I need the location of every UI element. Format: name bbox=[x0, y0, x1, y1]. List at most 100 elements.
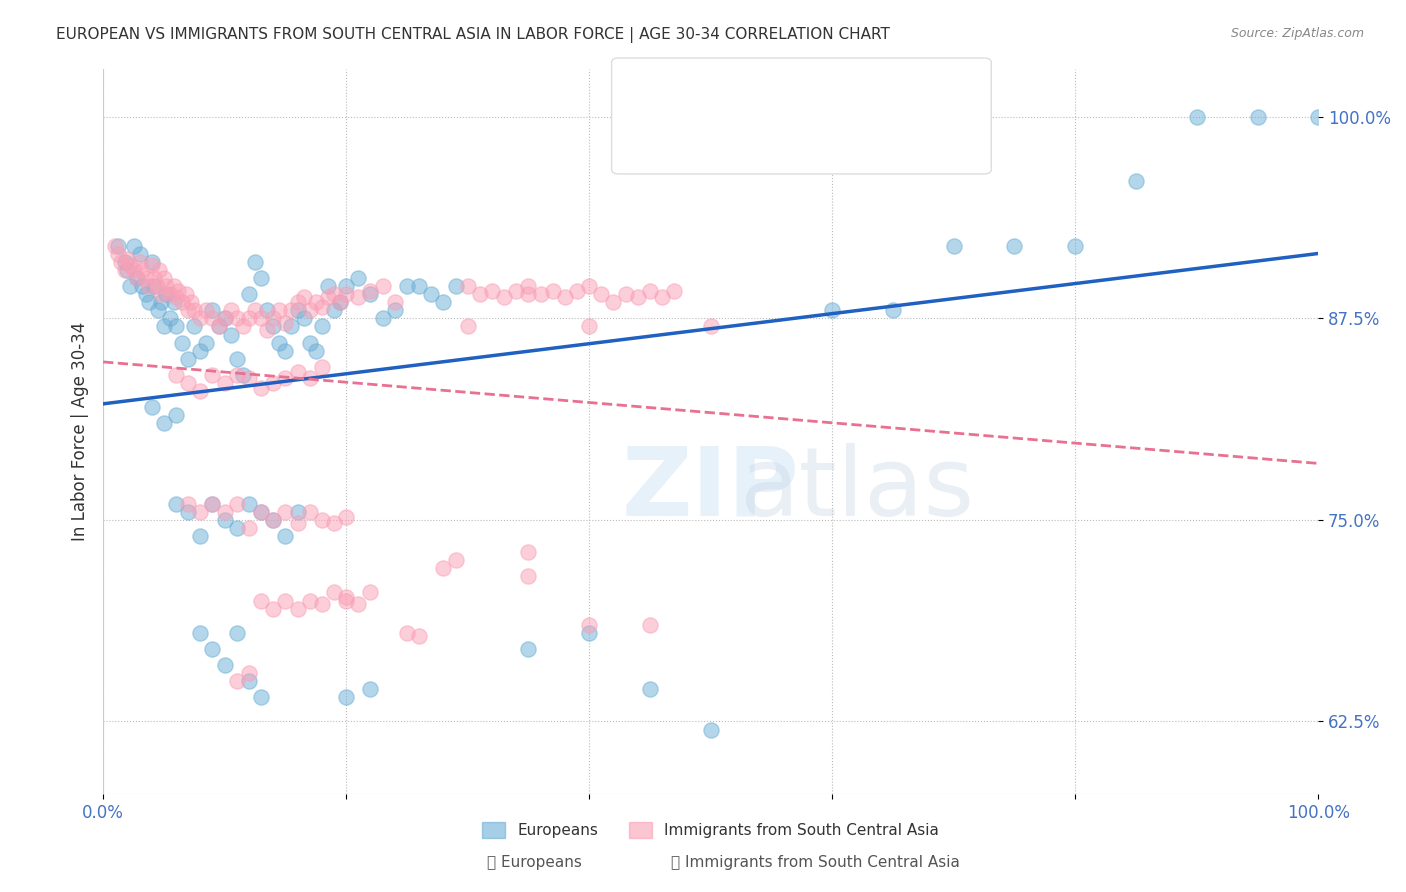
FancyBboxPatch shape bbox=[626, 75, 661, 107]
Point bbox=[269, 335, 291, 350]
Point bbox=[225, 521, 247, 535]
Point bbox=[323, 287, 346, 301]
Text: R =: R = bbox=[668, 128, 704, 146]
Point bbox=[274, 343, 297, 358]
Point bbox=[250, 311, 273, 326]
Point bbox=[323, 303, 346, 318]
Text: EUROPEAN VS IMMIGRANTS FROM SOUTH CENTRAL ASIA IN LABOR FORCE | AGE 30-34 CORREL: EUROPEAN VS IMMIGRANTS FROM SOUTH CENTRA… bbox=[56, 27, 890, 43]
Point bbox=[128, 255, 150, 269]
Point bbox=[298, 505, 321, 519]
Point bbox=[305, 295, 328, 310]
Point bbox=[384, 295, 406, 310]
Point bbox=[214, 376, 236, 390]
Point bbox=[250, 381, 273, 395]
Point bbox=[602, 295, 624, 310]
Point bbox=[1064, 239, 1087, 253]
Point bbox=[298, 335, 321, 350]
Point bbox=[165, 408, 187, 422]
Point bbox=[135, 271, 157, 285]
Point bbox=[225, 368, 247, 382]
Point bbox=[311, 513, 333, 527]
Point bbox=[180, 295, 202, 310]
Point bbox=[232, 319, 254, 334]
Point bbox=[664, 284, 686, 298]
Point bbox=[517, 545, 540, 559]
Point bbox=[444, 279, 467, 293]
Point bbox=[541, 284, 564, 298]
Point bbox=[457, 319, 479, 334]
Text: 90: 90 bbox=[872, 81, 897, 99]
Point bbox=[131, 279, 153, 293]
Point bbox=[262, 513, 284, 527]
Point bbox=[329, 295, 352, 310]
Point bbox=[329, 295, 352, 310]
Point bbox=[638, 284, 661, 298]
Point bbox=[821, 303, 844, 318]
Point bbox=[141, 258, 163, 272]
Point bbox=[118, 279, 141, 293]
Text: ⬜ Immigrants from South Central Asia: ⬜ Immigrants from South Central Asia bbox=[671, 855, 960, 870]
Point bbox=[287, 365, 309, 379]
Point bbox=[335, 279, 357, 293]
Point bbox=[114, 255, 136, 269]
Point bbox=[494, 290, 516, 304]
Point bbox=[250, 593, 273, 607]
Point bbox=[468, 287, 491, 301]
Point bbox=[238, 497, 260, 511]
Point bbox=[1004, 239, 1026, 253]
Text: ⬜ Europeans: ⬜ Europeans bbox=[486, 855, 582, 870]
Point bbox=[298, 593, 321, 607]
Point bbox=[359, 585, 381, 599]
Point bbox=[280, 303, 302, 318]
Point bbox=[335, 287, 357, 301]
Point bbox=[517, 279, 540, 293]
Point bbox=[172, 335, 194, 350]
Point bbox=[1308, 110, 1330, 124]
Point bbox=[638, 682, 661, 697]
Point bbox=[311, 300, 333, 314]
Point bbox=[110, 255, 132, 269]
Point bbox=[311, 359, 333, 374]
Point bbox=[287, 516, 309, 531]
Point bbox=[214, 658, 236, 673]
Point bbox=[274, 316, 297, 330]
Point bbox=[347, 271, 370, 285]
Point bbox=[201, 311, 224, 326]
Point bbox=[262, 513, 284, 527]
Point bbox=[323, 516, 346, 531]
Point bbox=[165, 497, 187, 511]
Point bbox=[347, 597, 370, 611]
Point bbox=[188, 384, 211, 398]
Point bbox=[359, 284, 381, 298]
Point bbox=[177, 376, 200, 390]
Point bbox=[141, 255, 163, 269]
Point bbox=[243, 303, 266, 318]
Point bbox=[146, 303, 169, 318]
Point bbox=[188, 343, 211, 358]
Point bbox=[177, 505, 200, 519]
Point bbox=[145, 279, 167, 293]
Point bbox=[269, 303, 291, 318]
Point bbox=[172, 295, 194, 310]
Point bbox=[457, 279, 479, 293]
Point bbox=[177, 497, 200, 511]
Point bbox=[153, 319, 176, 334]
Point bbox=[162, 295, 184, 310]
Point bbox=[578, 617, 600, 632]
Point bbox=[188, 529, 211, 543]
Text: N =: N = bbox=[818, 81, 856, 99]
Point bbox=[138, 295, 160, 310]
Point bbox=[107, 239, 129, 253]
Point bbox=[143, 271, 166, 285]
Point bbox=[384, 303, 406, 318]
Point bbox=[311, 319, 333, 334]
Point bbox=[1125, 174, 1147, 188]
Point bbox=[201, 497, 224, 511]
Point bbox=[256, 303, 278, 318]
Point bbox=[335, 593, 357, 607]
Point bbox=[225, 311, 247, 326]
Point bbox=[298, 303, 321, 318]
Point bbox=[287, 601, 309, 615]
Point bbox=[165, 290, 187, 304]
Point bbox=[118, 258, 141, 272]
